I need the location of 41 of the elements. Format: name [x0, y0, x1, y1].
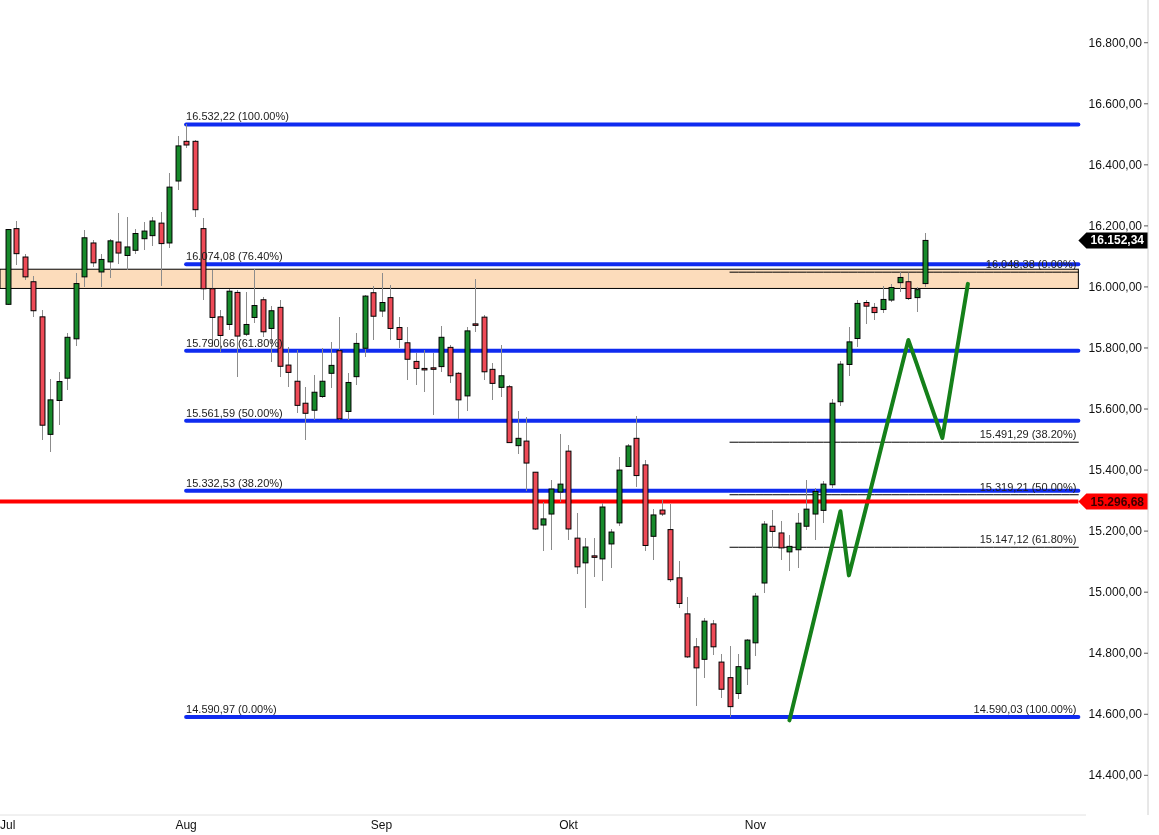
y-tick-label: 14.600,00: [1088, 707, 1143, 722]
candlestick: [608, 528, 615, 569]
annotation: 15.332,53 (38.20%): [186, 476, 283, 489]
y-tick-label: 16.000,00: [1088, 279, 1143, 294]
y-tick-label: 16.600,00: [1088, 96, 1143, 111]
y-tick-label: 15.800,00: [1088, 340, 1143, 355]
text: 16.152,34: [1090, 233, 1145, 248]
candlestick: [243, 291, 250, 337]
x-tick-label: Jul: [0, 818, 16, 832]
y-tick-label: 14.800,00: [1088, 646, 1143, 661]
y-tick-label: 14.400,00: [1088, 768, 1143, 783]
x-tick-label: Nov: [744, 818, 767, 832]
y-tick-label: 16.400,00: [1088, 157, 1143, 172]
x-tick-label: Okt: [559, 818, 579, 832]
candlestick: [22, 253, 29, 281]
y-tick-label: 15.600,00: [1088, 402, 1143, 417]
line-series: [787, 281, 970, 723]
candlestick: [251, 268, 258, 324]
x-tick-label: Sep: [370, 818, 393, 832]
y-tick-label: 15.000,00: [1088, 585, 1143, 600]
candlestick: [710, 619, 717, 656]
candlestick: [863, 299, 870, 325]
annotation: 14.590,97 (0.00%): [186, 703, 277, 716]
x-tick-label: Aug: [175, 818, 197, 832]
y-tick-label: 16.200,00: [1088, 218, 1143, 233]
y-tick-label: 15.400,00: [1088, 463, 1143, 478]
candlestick: [56, 371, 63, 426]
candlestick: [404, 326, 411, 381]
candlestick: [846, 326, 853, 377]
y-tick-label: 15.200,00: [1088, 524, 1143, 539]
annotation: 16.532,22 (100.00%): [186, 110, 289, 123]
candlestick: [472, 278, 479, 333]
candlestick: [914, 286, 921, 313]
candlestick: [430, 352, 437, 416]
annotation: 14.590,03 (100.00%): [973, 703, 1077, 716]
candlestick: [396, 316, 403, 349]
annotation: 15.147,12 (61.80%): [979, 533, 1077, 546]
y-tick-label: 16.800,00: [1088, 35, 1143, 50]
annotation: 15.491,29 (38.20%): [979, 428, 1077, 441]
annotation: 15.561,59 (50.00%): [186, 406, 283, 419]
ref-line-label: 15.296,68: [1090, 494, 1145, 509]
